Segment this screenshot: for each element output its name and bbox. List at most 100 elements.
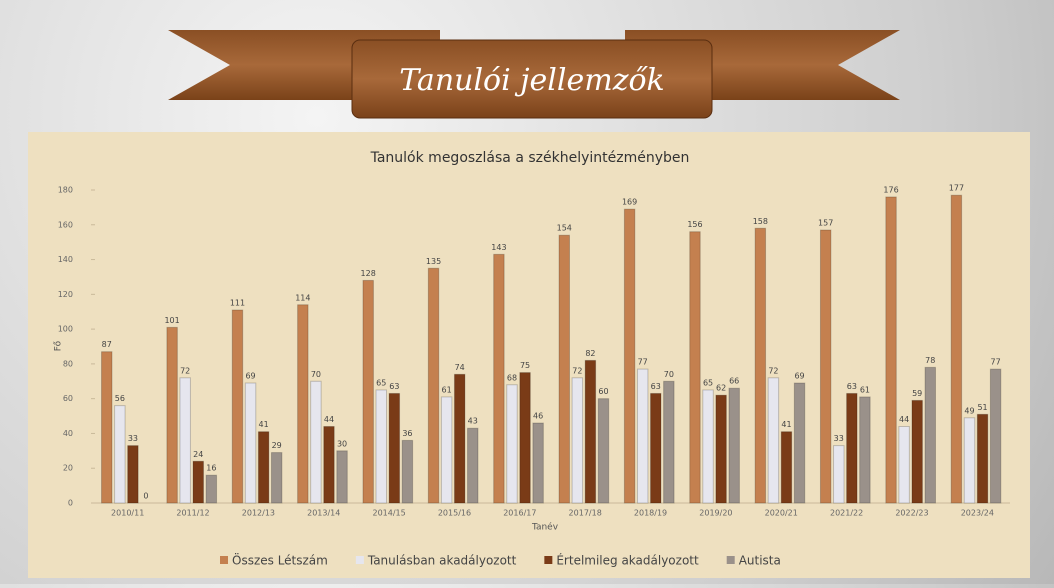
data-label: 41 xyxy=(259,420,269,429)
bar xyxy=(245,383,255,503)
data-label: 111 xyxy=(230,298,245,307)
x-tick-label: 2018/19 xyxy=(634,509,667,518)
data-label: 63 xyxy=(847,382,857,391)
bar xyxy=(716,395,726,503)
data-label: 51 xyxy=(977,403,987,412)
x-tick-label: 2020/21 xyxy=(765,509,798,518)
legend-swatch xyxy=(544,556,552,564)
data-label: 70 xyxy=(664,370,674,379)
x-tick-label: 2016/17 xyxy=(503,509,536,518)
bar xyxy=(507,385,517,503)
data-label: 70 xyxy=(311,370,321,379)
bar xyxy=(977,414,987,503)
bar xyxy=(324,426,334,503)
bar xyxy=(637,369,647,503)
data-label: 49 xyxy=(964,406,974,415)
legend-label: Tanulásban akadályozott xyxy=(367,554,517,568)
bar xyxy=(102,352,112,503)
bar xyxy=(860,397,870,503)
bar xyxy=(886,197,896,503)
data-label: 176 xyxy=(883,185,898,194)
bar xyxy=(206,475,216,503)
y-tick-label: 80 xyxy=(63,359,73,368)
data-label: 43 xyxy=(468,417,478,426)
data-label: 0 xyxy=(143,492,148,501)
bar xyxy=(337,451,347,503)
y-tick-label: 0 xyxy=(68,499,73,508)
y-tick-label: 140 xyxy=(58,255,73,264)
banner-title: Tanulói jellemzők xyxy=(399,63,665,98)
bar xyxy=(664,381,674,503)
legend-swatch xyxy=(220,556,228,564)
bar xyxy=(258,432,268,503)
legend-label: Összes Létszám xyxy=(232,552,328,568)
data-label: 61 xyxy=(442,385,452,394)
y-tick-label: 40 xyxy=(63,429,73,438)
data-label: 29 xyxy=(272,441,282,450)
data-label: 69 xyxy=(245,372,255,381)
bar xyxy=(951,195,961,503)
bar xyxy=(180,378,190,503)
x-tick-label: 2010/11 xyxy=(111,509,144,518)
data-label: 16 xyxy=(206,464,216,473)
data-label: 72 xyxy=(180,366,190,375)
x-tick-label: 2013/14 xyxy=(307,509,340,518)
data-label: 158 xyxy=(753,217,768,226)
x-axis-label: Tanév xyxy=(531,522,559,533)
bar xyxy=(899,426,909,503)
bar xyxy=(755,228,765,503)
legend-label: Értelmileg akadályozott xyxy=(556,553,699,568)
bar xyxy=(651,393,661,503)
data-label: 128 xyxy=(361,269,376,278)
x-tick-label: 2019/20 xyxy=(699,509,732,518)
data-label: 36 xyxy=(402,429,412,438)
y-tick-label: 60 xyxy=(63,394,73,403)
y-tick-label: 100 xyxy=(58,325,73,334)
data-label: 33 xyxy=(128,434,138,443)
data-label: 44 xyxy=(324,415,334,424)
bar xyxy=(990,369,1000,503)
bar xyxy=(128,446,138,503)
data-label: 46 xyxy=(533,412,543,421)
bar xyxy=(964,418,974,503)
data-label: 154 xyxy=(557,224,572,233)
legend-swatch xyxy=(727,556,735,564)
bar xyxy=(912,400,922,503)
data-label: 72 xyxy=(768,366,778,375)
bar xyxy=(598,399,608,503)
bar xyxy=(167,327,177,503)
bar xyxy=(232,310,242,503)
y-tick-label: 180 xyxy=(58,186,73,195)
data-label: 74 xyxy=(455,363,465,372)
data-label: 156 xyxy=(687,220,702,229)
bar xyxy=(389,393,399,503)
x-tick-label: 2014/15 xyxy=(372,509,405,518)
bar xyxy=(559,235,569,503)
data-label: 41 xyxy=(781,420,791,429)
bar xyxy=(690,232,700,503)
data-label: 75 xyxy=(520,361,530,370)
data-label: 101 xyxy=(164,316,179,325)
data-label: 72 xyxy=(572,366,582,375)
legend-swatch xyxy=(356,556,364,564)
data-label: 78 xyxy=(925,356,935,365)
y-tick-label: 20 xyxy=(63,464,73,473)
data-label: 135 xyxy=(426,257,441,266)
data-label: 77 xyxy=(638,358,648,367)
bar xyxy=(363,280,373,503)
bar xyxy=(847,393,857,503)
bar xyxy=(193,461,203,503)
data-label: 177 xyxy=(949,184,964,193)
data-label: 63 xyxy=(651,382,661,391)
x-tick-label: 2022/23 xyxy=(895,509,928,518)
bar xyxy=(454,374,464,503)
data-label: 24 xyxy=(193,450,203,459)
x-tick-label: 2015/16 xyxy=(438,509,471,518)
data-label: 65 xyxy=(703,378,713,387)
data-label: 44 xyxy=(899,415,909,424)
bar xyxy=(781,432,791,503)
legend-label: Autista xyxy=(739,554,781,568)
data-label: 33 xyxy=(834,434,844,443)
data-label: 61 xyxy=(860,385,870,394)
bar xyxy=(820,230,830,503)
